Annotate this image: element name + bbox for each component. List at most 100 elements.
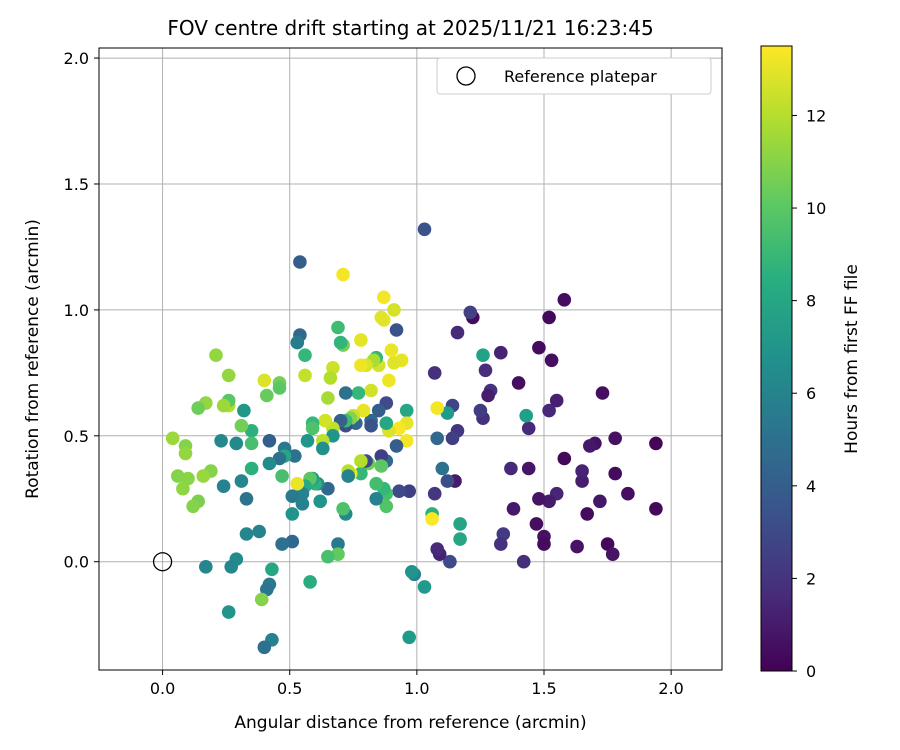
scatter-point <box>583 439 597 453</box>
scatter-point <box>575 474 589 488</box>
scatter-point <box>542 403 556 418</box>
scatter-point <box>532 340 546 355</box>
scatter-point <box>338 386 353 400</box>
scatter-point <box>557 451 572 466</box>
scatter-point <box>379 416 394 431</box>
scatter-point <box>237 403 251 418</box>
scatter-point <box>389 323 404 337</box>
scatter-point <box>445 431 460 446</box>
scatter-point <box>224 560 238 574</box>
x-tick-label: 1.5 <box>531 679 556 698</box>
scatter-point <box>392 421 406 436</box>
y-tick-label: 2.0 <box>64 49 89 68</box>
scatter-point <box>473 403 488 418</box>
scatter-point <box>229 436 244 451</box>
scatter-point <box>275 469 289 483</box>
scatter-point <box>321 391 335 405</box>
scatter-point <box>186 499 200 514</box>
scatter-points <box>165 222 663 655</box>
scatter-point <box>272 451 287 466</box>
scatter-point <box>364 418 378 433</box>
y-tick-label: 0.0 <box>64 553 89 572</box>
scatter-point <box>427 366 442 380</box>
scatter-point <box>262 434 277 448</box>
scatter-point <box>549 393 564 408</box>
scatter-point <box>595 386 610 400</box>
scatter-point <box>191 401 205 415</box>
scatter-point <box>440 474 455 488</box>
colorbar-label: Hours from first FF file <box>842 264 862 454</box>
reference-point-marker <box>152 552 173 572</box>
colorbar-tick-label: 10 <box>806 199 826 218</box>
scatter-point <box>356 403 371 418</box>
scatter-point <box>336 267 350 282</box>
scatter-point <box>392 484 406 499</box>
scatter-point <box>387 356 401 370</box>
x-tick-label: 0.0 <box>150 679 175 698</box>
scatter-point <box>341 469 356 483</box>
colorbar-tick-label: 4 <box>806 477 816 496</box>
scatter-point <box>417 580 432 594</box>
colorbar-tick-label: 0 <box>806 662 816 681</box>
scatter-point <box>316 441 330 456</box>
scatter-point <box>318 413 333 428</box>
y-axis: 0.0 0.5 1.0 1.5 2.0 <box>64 49 99 572</box>
scatter-point <box>427 486 442 501</box>
scatter-point <box>608 431 622 446</box>
scatter-point <box>290 335 305 350</box>
scatter-point <box>605 547 620 561</box>
scatter-point <box>516 554 531 569</box>
scatter-point <box>580 507 594 521</box>
scatter-point <box>303 575 317 589</box>
scatter-point <box>209 348 223 363</box>
y-axis-label: Rotation from reference (arcmin) <box>23 219 43 499</box>
scatter-point <box>354 333 368 347</box>
scatter-point <box>450 325 465 340</box>
scatter-point <box>354 454 368 468</box>
scatter-point <box>649 502 663 516</box>
scatter-point <box>379 499 394 514</box>
scatter-point <box>532 492 546 506</box>
scatter-point <box>199 560 213 574</box>
scatter-point <box>272 381 287 395</box>
scatter-point <box>399 434 414 448</box>
colorbar-ticks: 0 2 4 6 8 10 12 <box>792 106 826 681</box>
scatter-point <box>369 476 384 491</box>
scatter-point <box>544 353 559 368</box>
scatter-point <box>621 486 635 501</box>
scatter-point <box>600 537 615 551</box>
scatter-point <box>300 434 315 448</box>
scatter-point <box>354 358 368 373</box>
scatter-point <box>463 305 478 320</box>
legend-label-reference-platepar: Reference platepar <box>504 67 657 86</box>
scatter-point <box>382 373 396 388</box>
scatter-point <box>575 464 589 478</box>
scatter-point <box>521 461 536 476</box>
scatter-point <box>494 345 508 360</box>
x-tick-label: 2.0 <box>658 679 683 698</box>
scatter-point <box>221 368 236 383</box>
scatter-point <box>216 398 231 413</box>
x-axis: 0.0 0.5 1.0 1.5 2.0 <box>150 670 684 698</box>
scatter-point <box>244 461 259 476</box>
scatter-point <box>260 388 274 403</box>
scatter-point <box>257 373 272 388</box>
legend: Reference platepar <box>436 57 712 95</box>
scatter-point <box>221 605 236 619</box>
x-tick-label: 0.5 <box>277 679 302 698</box>
scatter-point <box>570 539 584 554</box>
x-tick-label: 1.0 <box>404 679 429 698</box>
scatter-point <box>176 481 190 496</box>
scatter-point <box>511 376 526 390</box>
scatter-point <box>326 429 340 443</box>
scatter-point <box>557 293 572 307</box>
scatter-point <box>171 469 185 483</box>
scatter-point <box>529 517 544 531</box>
scatter-point <box>478 363 493 378</box>
scatter-point <box>254 592 269 607</box>
y-tick-label: 0.5 <box>64 427 89 446</box>
scatter-point <box>417 222 432 237</box>
colorbar-tick-label: 8 <box>806 292 816 311</box>
scatter-point <box>649 436 663 451</box>
